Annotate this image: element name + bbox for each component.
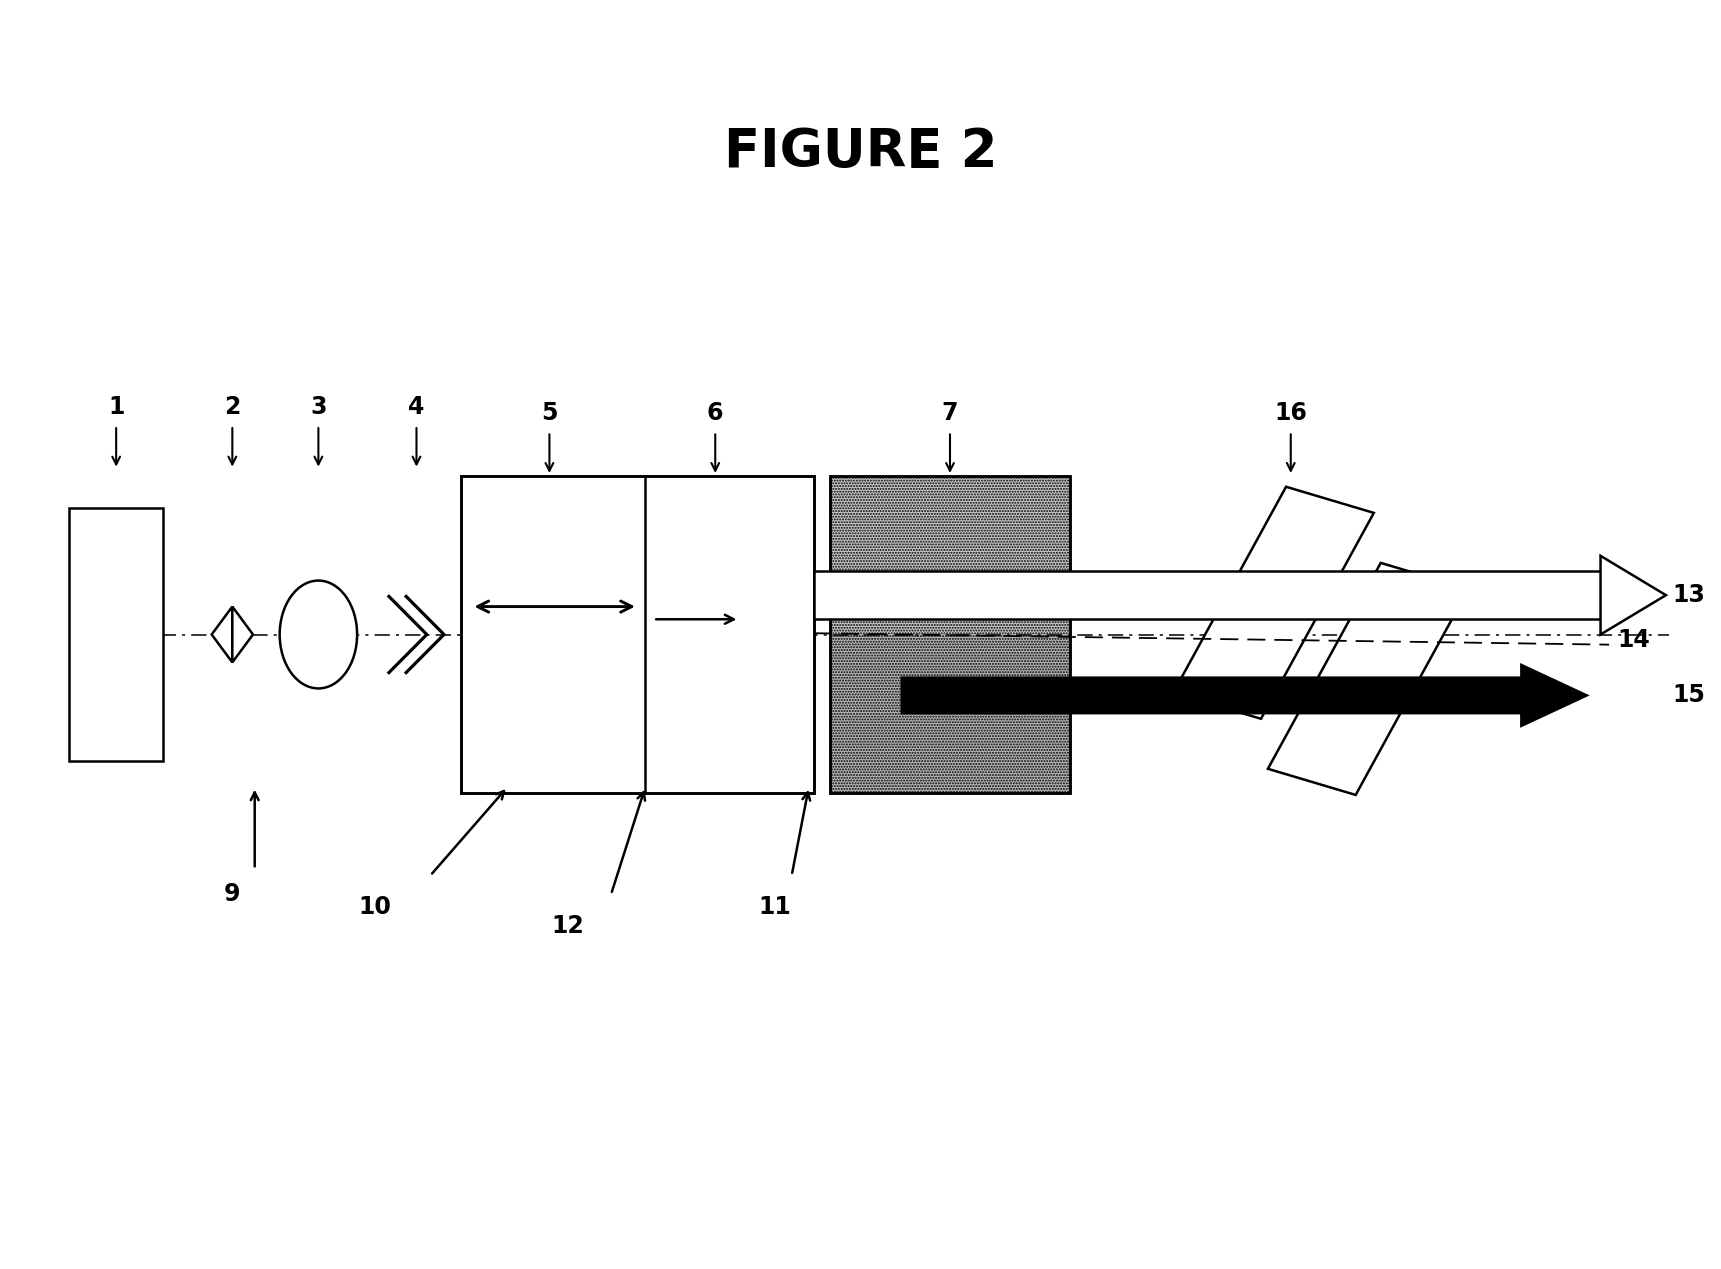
FancyArrow shape: [902, 665, 1587, 726]
Text: 2: 2: [224, 395, 241, 419]
Ellipse shape: [279, 581, 356, 688]
Bar: [830, 476, 1070, 793]
Polygon shape: [232, 607, 253, 662]
Bar: [830, 476, 1070, 793]
Bar: [830, 634, 1070, 793]
Text: 3: 3: [310, 395, 327, 419]
Text: FIGURE 2: FIGURE 2: [725, 127, 996, 178]
Polygon shape: [1268, 563, 1468, 794]
Polygon shape: [1601, 556, 1666, 634]
Bar: [830, 476, 1070, 634]
Text: 7: 7: [941, 401, 959, 425]
Polygon shape: [1174, 487, 1373, 718]
Text: 6: 6: [707, 401, 723, 425]
Text: 4: 4: [408, 395, 425, 419]
Polygon shape: [212, 607, 232, 662]
Text: 14: 14: [1618, 628, 1650, 651]
Bar: [814, 571, 1601, 619]
Text: 10: 10: [358, 895, 392, 919]
Text: 15: 15: [1673, 684, 1706, 707]
Bar: [461, 476, 814, 793]
Text: 9: 9: [224, 882, 241, 906]
Text: 11: 11: [757, 895, 792, 919]
Text: 12: 12: [551, 914, 585, 938]
Text: 13: 13: [1673, 584, 1706, 607]
Text: 1: 1: [108, 395, 124, 419]
Text: 5: 5: [540, 401, 558, 425]
Bar: [69, 508, 163, 761]
Text: 16: 16: [1274, 401, 1308, 425]
